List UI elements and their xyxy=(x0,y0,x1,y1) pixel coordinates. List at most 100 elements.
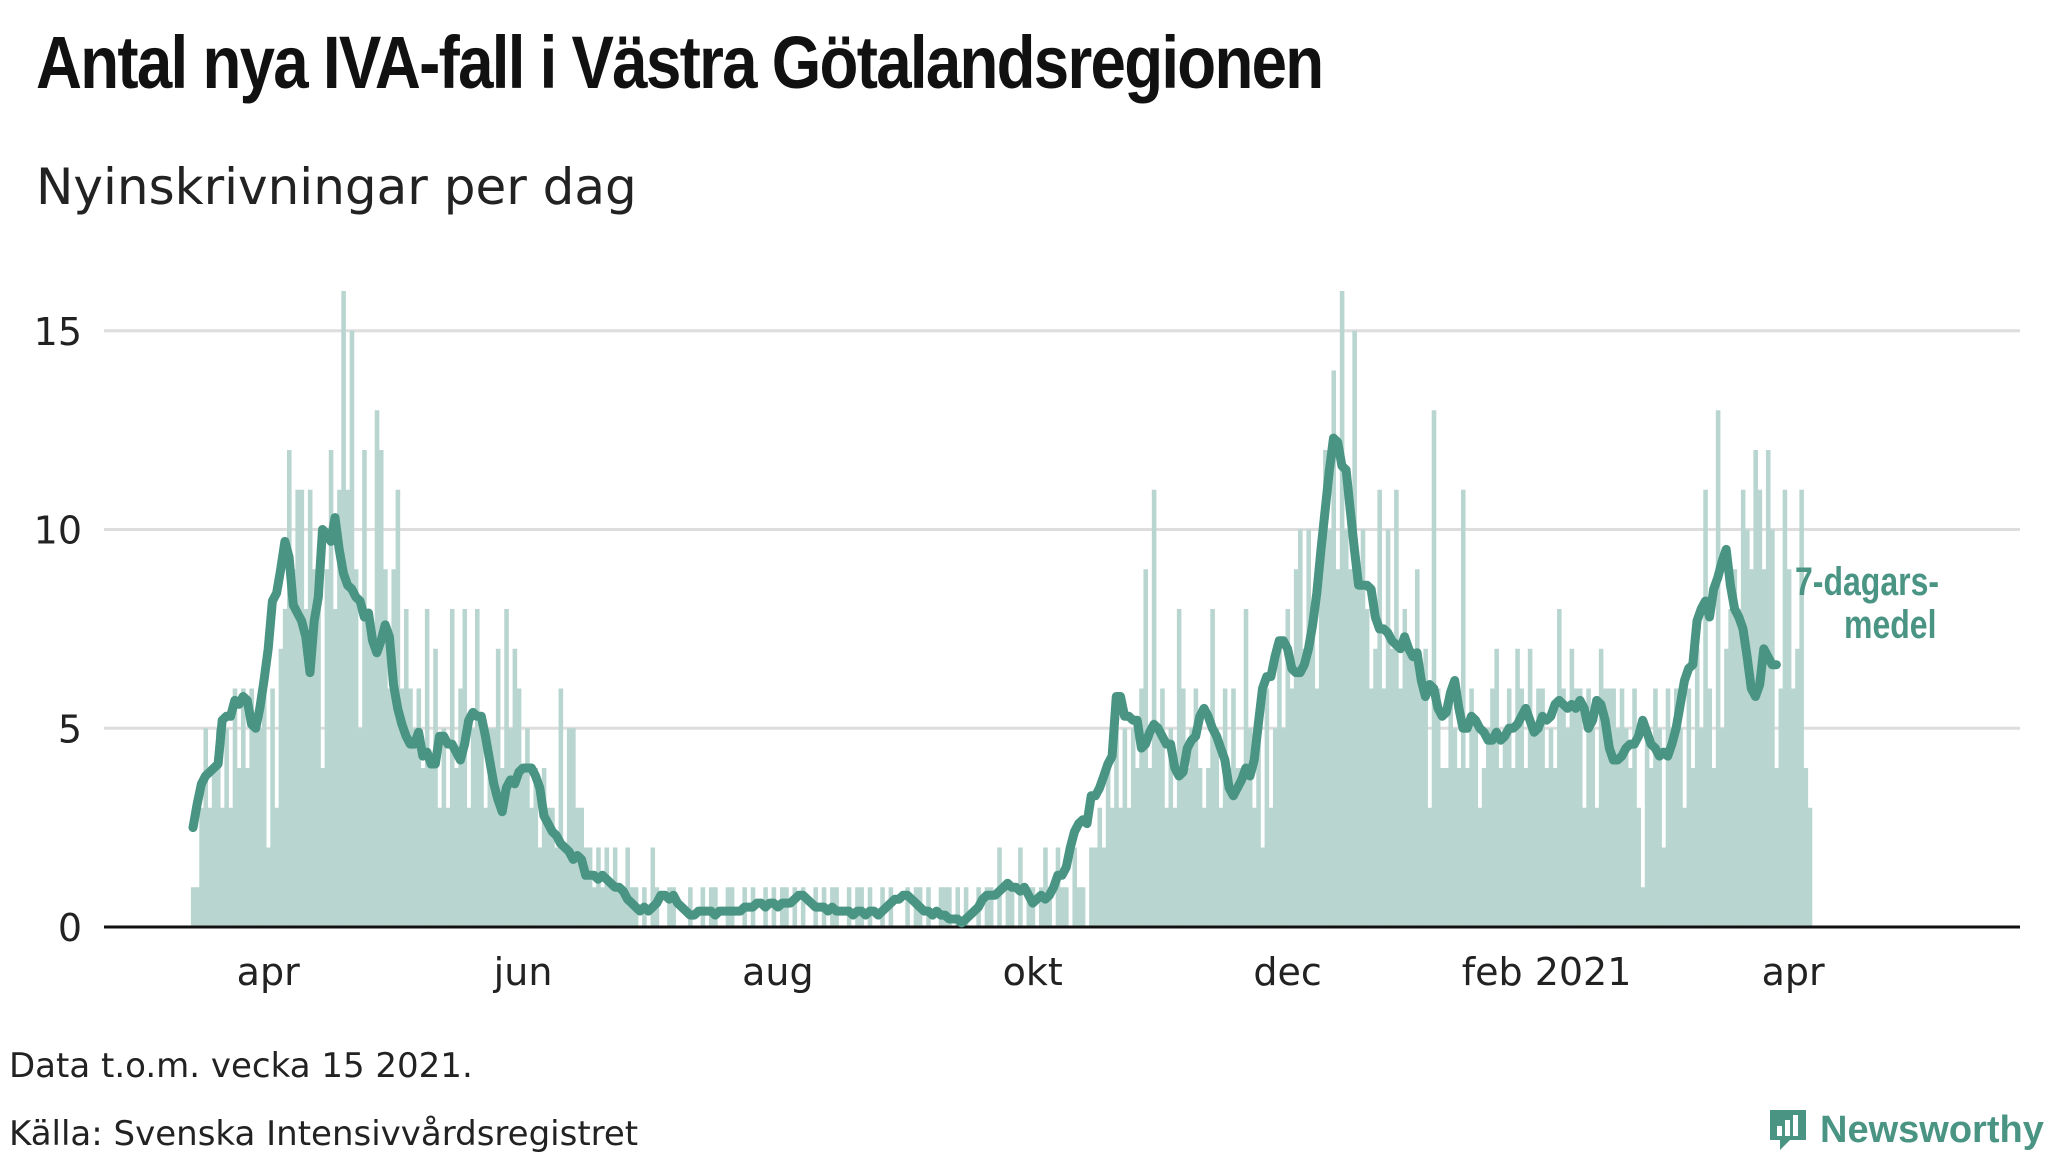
daily-bar xyxy=(475,609,480,927)
daily-bar xyxy=(1477,807,1483,927)
daily-bar xyxy=(1770,529,1775,927)
daily-bar xyxy=(1110,807,1115,927)
daily-bar xyxy=(1218,807,1224,927)
daily-bar xyxy=(295,489,300,927)
daily-bar xyxy=(1444,768,1449,927)
daily-bar xyxy=(1360,529,1366,927)
daily-bar xyxy=(1377,489,1382,927)
daily-bar xyxy=(988,887,994,927)
daily-bar xyxy=(416,688,422,927)
daily-bar xyxy=(1402,609,1408,927)
daily-bar xyxy=(500,768,505,927)
daily-bar xyxy=(1385,529,1391,927)
x-tick-label: apr xyxy=(237,950,300,994)
x-tick-label: aug xyxy=(742,950,814,994)
daily-bar xyxy=(1130,728,1136,927)
daily-bar xyxy=(1565,728,1570,927)
daily-bar xyxy=(1423,648,1428,927)
daily-bar xyxy=(399,688,405,927)
daily-bar xyxy=(1703,489,1708,927)
daily-bar xyxy=(320,768,325,927)
daily-bar xyxy=(1636,807,1641,927)
daily-bar xyxy=(257,728,263,927)
daily-bar xyxy=(245,768,250,927)
daily-bar xyxy=(688,887,693,927)
daily-bar xyxy=(1632,688,1637,927)
daily-bar xyxy=(600,887,605,927)
daily-bar xyxy=(383,569,388,927)
daily-bar xyxy=(1227,768,1232,927)
daily-bar xyxy=(1527,648,1533,927)
y-axis-labels: 0 5 10 15 xyxy=(34,310,82,950)
daily-bar xyxy=(1778,688,1784,927)
daily-bar xyxy=(1189,728,1194,927)
y-tick-label: 5 xyxy=(58,707,82,751)
daily-bar xyxy=(349,330,355,927)
daily-bar xyxy=(537,847,543,927)
daily-bar xyxy=(947,887,952,927)
daily-bar xyxy=(1201,807,1207,927)
daily-bar xyxy=(332,609,338,927)
daily-bar xyxy=(1669,728,1675,927)
daily-bar xyxy=(533,768,539,927)
daily-bar xyxy=(199,807,204,927)
daily-bar xyxy=(1598,648,1604,927)
daily-bar xyxy=(1590,728,1596,927)
daily-bar xyxy=(358,728,363,927)
daily-bar xyxy=(466,807,472,927)
daily-bar xyxy=(1394,489,1399,927)
daily-bar xyxy=(220,807,225,927)
daily-bar xyxy=(984,887,990,927)
daily-bar xyxy=(1719,728,1725,927)
daily-bar xyxy=(938,887,944,927)
daily-bar xyxy=(211,768,217,927)
daily-bar xyxy=(408,688,413,927)
daily-bar xyxy=(1682,807,1687,927)
daily-bar xyxy=(429,768,434,927)
daily-bar xyxy=(1302,648,1307,927)
daily-bar xyxy=(1448,688,1453,927)
daily-bar xyxy=(282,609,288,927)
daily-bar xyxy=(454,768,459,927)
daily-bar xyxy=(1686,688,1692,927)
x-tick-label: feb 2021 xyxy=(1462,950,1632,994)
daily-bar xyxy=(387,688,392,927)
daily-bar xyxy=(1239,768,1245,927)
daily-bar xyxy=(1256,728,1261,927)
daily-bar xyxy=(1481,768,1487,927)
daily-bar xyxy=(525,728,530,927)
daily-bar xyxy=(345,489,351,927)
daily-bar xyxy=(366,609,371,927)
daily-bar xyxy=(1494,648,1499,927)
daily-bar xyxy=(249,688,254,927)
daily-bar xyxy=(1569,648,1575,927)
daily-bar xyxy=(1381,688,1387,927)
daily-bar xyxy=(1473,728,1479,927)
daily-bar xyxy=(253,728,259,927)
daily-bar xyxy=(316,609,321,927)
daily-bar xyxy=(1310,609,1316,927)
daily-bar xyxy=(1786,569,1792,927)
daily-bar xyxy=(1080,887,1086,927)
daily-bar xyxy=(1197,768,1203,927)
chart-title: Antal nya IVA-fall i Västra Götalandsreg… xyxy=(36,21,1324,104)
daily-bar xyxy=(604,847,610,927)
daily-bar xyxy=(504,609,509,927)
daily-bar xyxy=(1026,887,1032,927)
daily-bar xyxy=(1406,648,1412,927)
daily-bar xyxy=(1122,728,1128,927)
daily-bar xyxy=(1268,807,1274,927)
daily-bar xyxy=(1139,688,1144,927)
daily-bar xyxy=(1373,648,1378,927)
daily-bar xyxy=(571,728,576,927)
daily-bar xyxy=(403,609,409,927)
daily-bar xyxy=(1594,807,1600,927)
daily-bar xyxy=(1653,688,1658,927)
daily-bar xyxy=(1724,648,1729,927)
daily-bar xyxy=(1728,609,1733,927)
daily-bar xyxy=(1657,728,1662,927)
daily-bar xyxy=(1536,688,1541,927)
daily-bar xyxy=(203,728,209,927)
daily-bar xyxy=(1059,887,1065,927)
